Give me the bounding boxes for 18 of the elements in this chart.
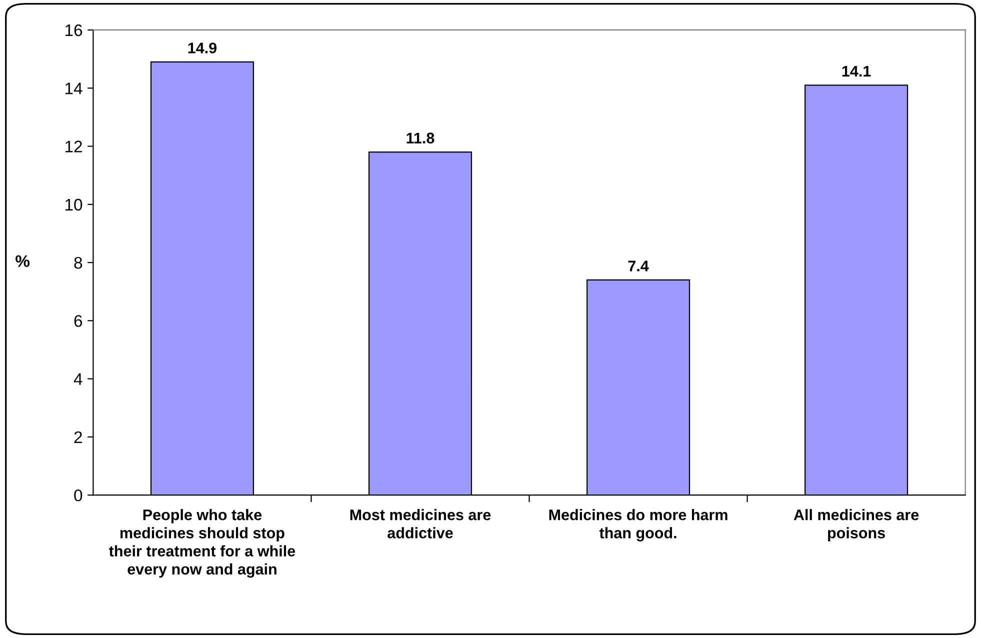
data-label: 7.4 [628,260,649,272]
y-tick-label: 4 [74,373,82,385]
y-tick-label: 14 [66,82,82,94]
data-label: 14.1 [842,66,871,76]
data-label: 11.8 [406,132,434,144]
y-tick-label: 6 [74,315,82,327]
x-tick-label: All medicines are poisons [794,509,919,542]
y-tick-label: 10 [66,198,82,211]
y-tick-label: 16 [66,24,82,36]
y-tick-label: 0 [74,489,82,502]
x-tick-label: People who take medicines should stop their treatment for a while every now and again [109,509,296,578]
y-axis-title: % [16,255,30,267]
y-tick-label: 8 [74,256,82,269]
y-tick-label: 12 [66,140,82,152]
data-label: 14.9 [188,42,217,54]
x-tick-label: Most medicines are addictive [350,509,491,538]
x-tick-label: Medicines do more harm than good. [549,509,728,542]
y-tick-label: 2 [74,431,82,443]
